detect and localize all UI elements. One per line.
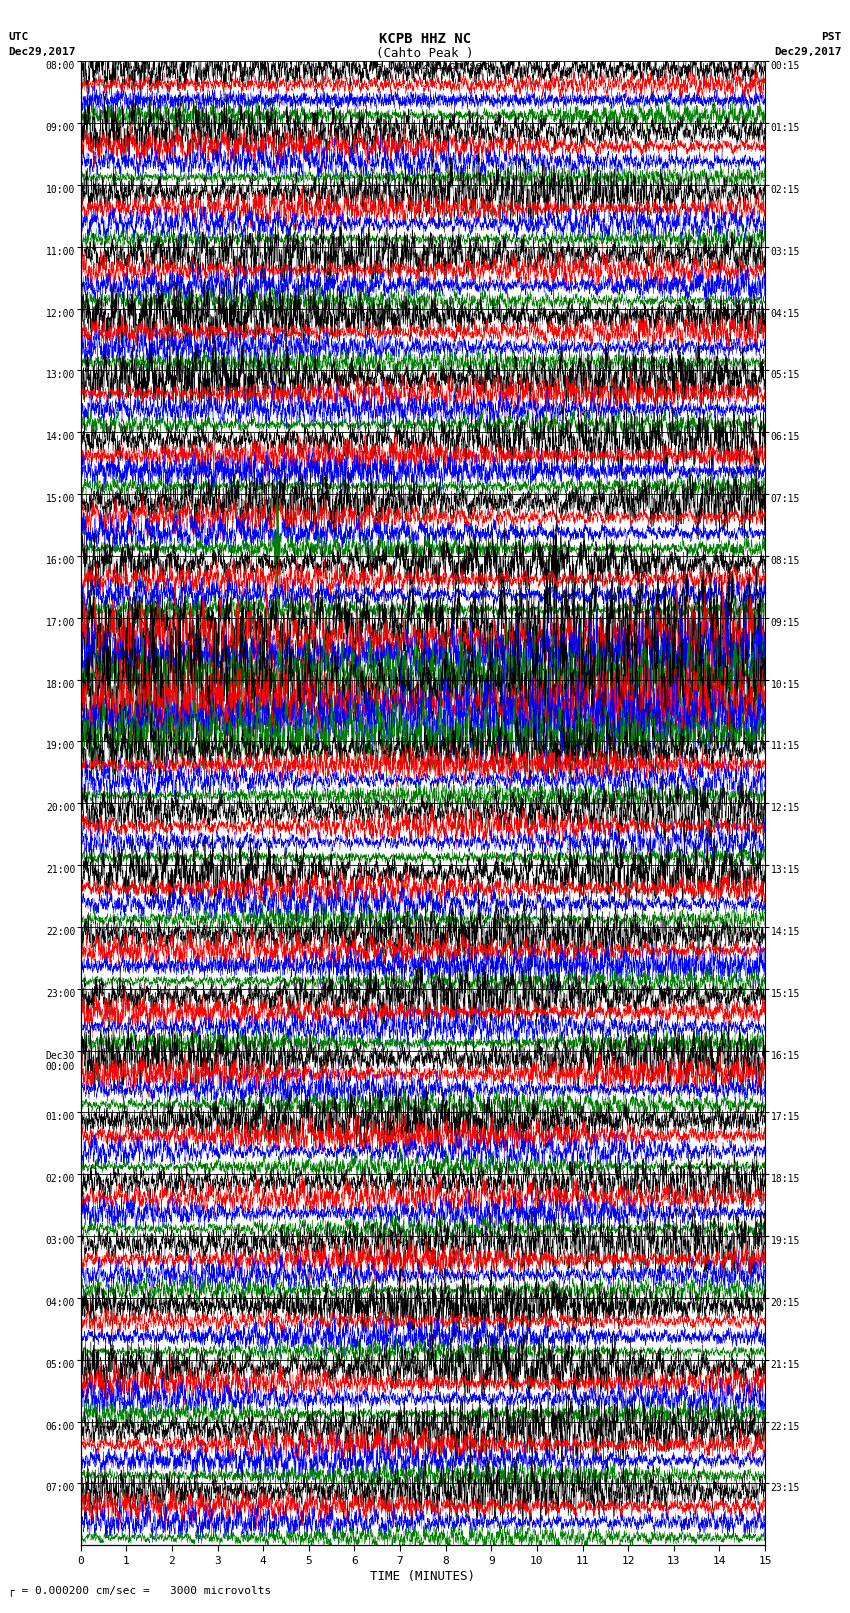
Text: Dec29,2017: Dec29,2017	[8, 47, 76, 56]
Text: ┌ = 0.000200 cm/sec =   3000 microvolts: ┌ = 0.000200 cm/sec = 3000 microvolts	[8, 1586, 272, 1597]
Text: (Cahto Peak ): (Cahto Peak )	[377, 47, 473, 60]
Text: PST: PST	[821, 32, 842, 42]
Text: I = 0.000200 cm/sec: I = 0.000200 cm/sec	[361, 61, 489, 71]
Text: Dec29,2017: Dec29,2017	[774, 47, 842, 56]
Text: UTC: UTC	[8, 32, 29, 42]
Text: KCPB HHZ NC: KCPB HHZ NC	[379, 32, 471, 47]
X-axis label: TIME (MINUTES): TIME (MINUTES)	[371, 1569, 475, 1582]
